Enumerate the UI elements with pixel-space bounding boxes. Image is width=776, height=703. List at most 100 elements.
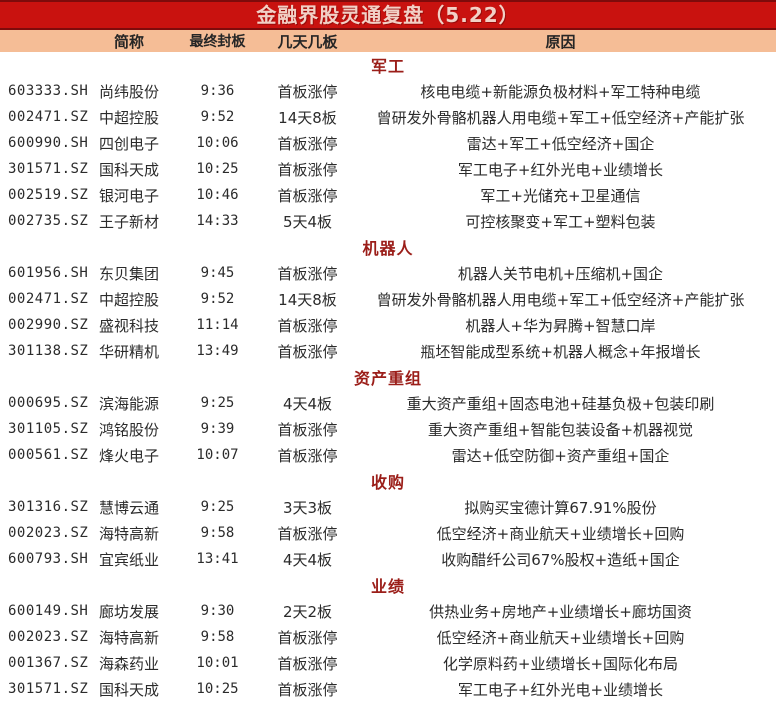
board-count: 3天3板 — [282, 498, 333, 517]
table-row: 600149.SH 廊坊发展 9:30 2天2板 供热业务+房地产+业绩增长+廊… — [0, 598, 776, 624]
column-header-time: 最终封板 — [189, 34, 246, 50]
table-row: 301571.SZ 国科天成 10:25 首板涨停 军工电子+红外光电+业绩增长 — [0, 676, 776, 702]
stock-code: 000561.SZ — [8, 447, 89, 463]
table-body: 军工 603333.SH 尚纬股份 9:36 首板涨停 核电电缆+新能源负极材料… — [0, 52, 776, 702]
board-count: 首板涨停 — [277, 654, 338, 673]
table-row: 001367.SZ 海森药业 10:01 首板涨停 化学原料药+业绩增长+国际化… — [0, 650, 776, 676]
section-label: 资产重组 — [353, 369, 422, 388]
table-row: 000695.SZ 滨海能源 9:25 4天4板 重大资产重组+固态电池+硅基负… — [0, 390, 776, 416]
stock-name: 廊坊发展 — [98, 602, 159, 621]
section-label: 收购 — [370, 473, 405, 492]
limit-up-reason: 低空经济+商业航天+业绩增长+回购 — [436, 628, 685, 647]
stock-code: 301571.SZ — [8, 161, 89, 177]
section-label: 业绩 — [370, 577, 405, 596]
stock-code: 301105.SZ — [8, 421, 89, 437]
limit-up-reason: 收购醋纤公司67%股权+造纸+国企 — [441, 550, 680, 569]
section-label: 军工 — [370, 57, 405, 76]
board-count: 首板涨停 — [277, 82, 338, 101]
stock-code: 301316.SZ — [8, 499, 89, 515]
stock-code: 002471.SZ — [8, 291, 89, 307]
stock-name: 华研精机 — [98, 342, 159, 361]
stock-code: 001367.SZ — [8, 655, 89, 671]
table-row: 600990.SH 四创电子 10:06 首板涨停 雷达+军工+低空经济+国企 — [0, 130, 776, 156]
table-row: 002023.SZ 海特高新 9:58 首板涨停 低空经济+商业航天+业绩增长+… — [0, 624, 776, 650]
stock-name: 烽火电子 — [98, 446, 159, 465]
seal-time: 13:49 — [196, 343, 239, 359]
board-count: 4天4板 — [282, 394, 333, 413]
seal-time: 9:39 — [200, 421, 235, 437]
seal-time: 10:07 — [196, 447, 239, 463]
limit-up-reason: 军工+光储充+卫星通信 — [480, 186, 641, 205]
limit-up-reason: 曾研发外骨骼机器人用电缆+军工+低空经济+产能扩张 — [376, 108, 745, 127]
limit-up-reason: 雷达+军工+低空经济+国企 — [466, 134, 655, 153]
seal-time: 9:25 — [200, 499, 235, 515]
limit-up-reason: 重大资产重组+固态电池+硅基负极+包装印刷 — [406, 394, 715, 413]
table-row: 000561.SZ 烽火电子 10:07 首板涨停 雷达+低空防御+资产重组+国… — [0, 442, 776, 468]
board-count: 首板涨停 — [277, 264, 338, 283]
seal-time: 13:41 — [196, 551, 239, 567]
seal-time: 9:25 — [200, 395, 235, 411]
section-header-row: 收购 — [0, 468, 776, 494]
board-count: 首板涨停 — [277, 186, 338, 205]
board-count: 4天4板 — [282, 550, 333, 569]
limit-up-reason: 军工电子+红外光电+业绩增长 — [457, 680, 664, 699]
limit-up-reason: 机器人关节电机+压缩机+国企 — [457, 264, 664, 283]
limit-up-reason: 低空经济+商业航天+业绩增长+回购 — [436, 524, 685, 543]
limit-up-reason: 可控核聚变+军工+塑料包装 — [465, 212, 656, 231]
seal-time: 9:52 — [200, 291, 235, 307]
stock-name: 银河电子 — [98, 186, 159, 205]
seal-time: 10:46 — [196, 187, 239, 203]
stock-name: 国科天成 — [98, 680, 159, 699]
limit-up-reason: 雷达+低空防御+资产重组+国企 — [451, 446, 670, 465]
board-count: 2天2板 — [282, 602, 333, 621]
table-row: 002023.SZ 海特高新 9:58 首板涨停 低空经济+商业航天+业绩增长+… — [0, 520, 776, 546]
seal-time: 9:58 — [200, 525, 235, 541]
section-label: 机器人 — [362, 239, 414, 258]
table-row: 301316.SZ 慧博云通 9:25 3天3板 拟购买宝德计算67.91%股份 — [0, 494, 776, 520]
stock-code: 301138.SZ — [8, 343, 89, 359]
column-header-name: 简称 — [113, 32, 144, 51]
section-header-row: 资产重组 — [0, 364, 776, 390]
stock-name: 鸿铭股份 — [98, 420, 159, 439]
seal-time: 10:01 — [196, 655, 239, 671]
board-count: 首板涨停 — [277, 524, 338, 543]
stock-name: 中超控股 — [98, 290, 159, 309]
seal-time: 11:14 — [196, 317, 239, 333]
stock-name: 国科天成 — [98, 160, 159, 179]
table-row: 301571.SZ 国科天成 10:25 首板涨停 军工电子+红外光电+业绩增长 — [0, 156, 776, 182]
table-row: 002735.SZ 王子新材 14:33 5天4板 可控核聚变+军工+塑料包装 — [0, 208, 776, 234]
seal-time: 14:33 — [196, 213, 239, 229]
seal-time: 9:36 — [200, 83, 235, 99]
board-count: 首板涨停 — [277, 680, 338, 699]
board-count: 首板涨停 — [277, 342, 338, 361]
stock-name: 王子新材 — [98, 212, 159, 231]
board-count: 首板涨停 — [277, 316, 338, 335]
stock-code: 002519.SZ — [8, 187, 89, 203]
stock-name: 东贝集团 — [98, 264, 159, 283]
stock-code: 002023.SZ — [8, 525, 89, 541]
page-title: 金融界股灵通复盘（5.22） — [256, 3, 520, 27]
table-row: 301138.SZ 华研精机 13:49 首板涨停 瓶坯智能成型系统+机器人概念… — [0, 338, 776, 364]
table-row: 600793.SH 宜宾纸业 13:41 4天4板 收购醋纤公司67%股权+造纸… — [0, 546, 776, 572]
stock-name: 慧博云通 — [98, 498, 159, 517]
limit-up-reason: 机器人+华为昇腾+智慧口岸 — [465, 316, 656, 335]
section-header-row: 军工 — [0, 52, 776, 78]
stock-code: 002471.SZ — [8, 109, 89, 125]
stock-code: 603333.SH — [8, 83, 89, 99]
board-count: 首板涨停 — [277, 628, 338, 647]
stock-code: 002023.SZ — [8, 629, 89, 645]
table-row: 301105.SZ 鸿铭股份 9:39 首板涨停 重大资产重组+智能包装设备+机… — [0, 416, 776, 442]
seal-time: 10:06 — [196, 135, 239, 151]
stock-name: 海特高新 — [98, 524, 159, 543]
board-count: 首板涨停 — [277, 160, 338, 179]
column-header-board: 几天几板 — [277, 32, 338, 51]
seal-time: 9:45 — [200, 265, 235, 281]
stock-code: 301571.SZ — [8, 681, 89, 697]
limit-up-reason: 军工电子+红外光电+业绩增长 — [457, 160, 664, 179]
table-row: 002471.SZ 中超控股 9:52 14天8板 曾研发外骨骼机器人用电缆+军… — [0, 286, 776, 312]
section-header-row: 业绩 — [0, 572, 776, 598]
seal-time: 9:30 — [200, 603, 235, 619]
board-count: 首板涨停 — [277, 446, 338, 465]
seal-time: 10:25 — [196, 161, 239, 177]
